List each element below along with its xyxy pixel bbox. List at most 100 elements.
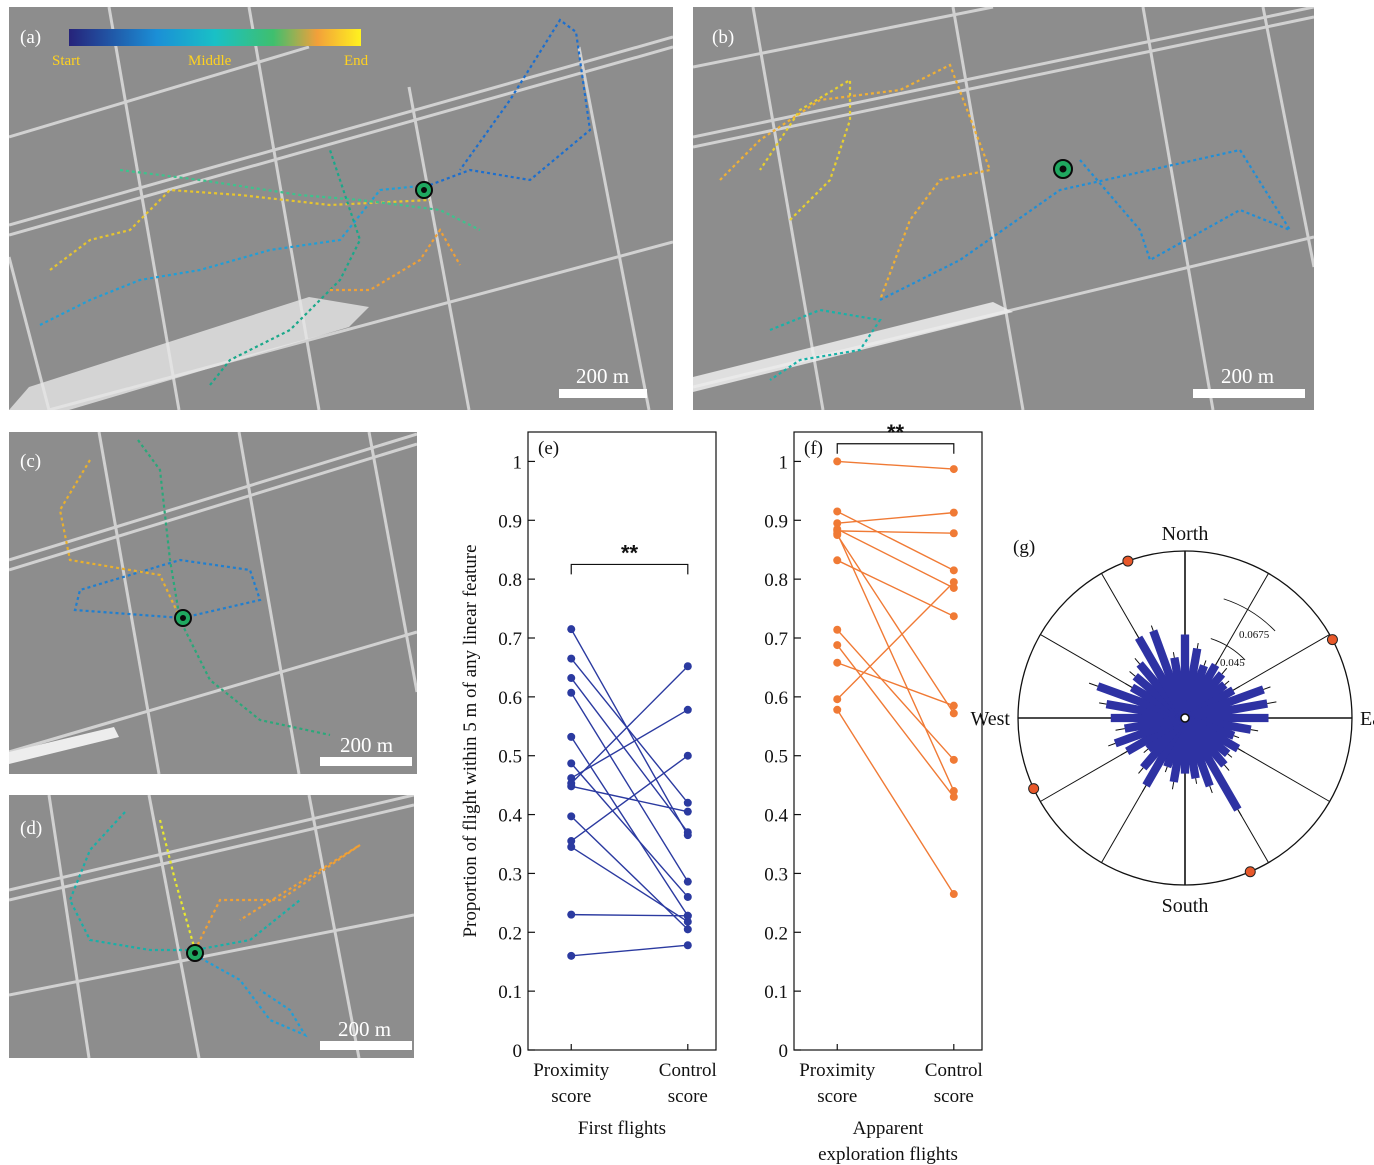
chart-f-ytick-label: 0.5 [764,747,788,768]
chart-e-point-proximity [567,951,576,960]
chart-e-xtick-label: score [551,1086,591,1107]
chart-e-xtick-label: Control [659,1060,717,1081]
chart-e-point-proximity [567,674,576,683]
chart-f-pair-line [836,528,955,589]
chart-f-significance-bracket [836,443,955,454]
chart-f-point-proximity [833,556,842,565]
chart-e-point-control [683,828,692,837]
chart-f-ytick-label: 0.6 [764,688,788,709]
rose-error-bar [1267,701,1277,704]
track-a-5 [209,149,362,386]
rose-label-south: South [1162,895,1209,917]
chart-e-pair-line [570,762,689,898]
chart-e-point-control [683,877,692,886]
rose-error-bar [1232,686,1240,691]
chart-e-point-proximity [567,732,576,741]
chart-f-pair-line [836,532,955,792]
chart-f-point-control [949,583,958,592]
map-a-graphic [9,7,673,410]
chart-e-point-proximity [567,782,576,791]
track-a-3 [49,188,431,271]
chart-e-ytick-label: 0.6 [498,688,522,709]
chart-e-frame [527,431,717,1051]
chart-f-point-control [949,566,958,575]
colorbar-start-label: Start [52,53,81,69]
chart-e-point-proximity [567,910,576,919]
rose-error-bar [1237,748,1245,753]
rose-ring-label: 0.0675 [1239,629,1270,641]
rose-error-bar [1223,764,1230,771]
chart-f-pair-line [836,662,955,707]
colorbar-end-label: End [344,53,369,69]
chart-f-point-proximity [833,705,842,714]
scale-label-a: 200 m [576,364,630,388]
track-d-2 [194,844,361,951]
chart-e-pair-line [570,846,689,923]
chart-e-significance-label: ** [621,540,639,565]
chart-f-point-proximity [833,695,842,704]
chart-e-pair-line [570,736,689,917]
chart-f-pair-line [836,709,955,895]
chart-e-point-control [683,911,692,920]
rose-error-bar [1138,767,1144,774]
panel-label-c: (c) [20,451,42,472]
chart-f-pair-line [837,530,954,534]
chart-f-point-proximity [833,507,842,516]
chart-e-point-control [683,751,692,760]
chart-e-pair-line [570,755,689,842]
rose-error-bar [1227,753,1233,758]
chart-f-point-control [949,787,958,796]
chart-e-xlabel: First flights [578,1118,666,1139]
map-panel-c [9,432,417,774]
track-c-3 [58,459,181,619]
track-d-1 [68,811,301,952]
chart-e-point-proximity [567,688,576,697]
colorbar [69,29,361,46]
chart-f-pair-line [836,581,955,700]
scale-bar-b [1193,389,1305,398]
chart-f-xlabel: exploration flights [818,1144,958,1165]
chart-e-pair-line [570,815,689,930]
chart-f-point-control [949,890,958,899]
chart-e-point-control [683,925,692,934]
rose-error-bar [1164,766,1168,773]
rose-marker [1326,634,1338,646]
chart-f-frame [793,431,983,1051]
rose-marker [1028,783,1040,795]
chart-e-panel-label: (e) [538,438,559,459]
chart-e-xtick-label: Proximity [533,1060,610,1081]
home-markers [174,159,1073,962]
panel-label-d: (d) [20,818,43,839]
chart-f-pair-line [836,559,955,617]
chart-e-point-control [683,807,692,816]
chart-e-pair-line [570,677,689,833]
chart-e-point-proximity [567,837,576,846]
chart-e-pair-line [570,709,689,779]
chart-f-point-proximity [833,457,842,466]
chart-f-xtick-label: Control [925,1060,983,1081]
chart-f-point-control [949,755,958,764]
panel-label-a: (a) [20,27,42,48]
chart-f-point-control [949,612,958,621]
chart-f-xtick-label: score [817,1086,857,1107]
flight-tracks [39,18,1293,1038]
rose-error-bar [1195,778,1198,784]
track-b-2 [759,78,852,221]
rose-marker [1244,866,1256,878]
chart-f-ytick-label: 0.9 [764,511,788,532]
chart-f-point-control [949,701,958,710]
rose-error-bar [1250,729,1259,732]
rose-label-east: East [1360,708,1374,730]
chart-e-point-proximity [567,625,576,634]
chart-f-ytick-label: 0 [779,1041,789,1062]
rose-error-bar [1099,702,1107,705]
chart-e-ytick-label: 0.7 [498,629,522,650]
chart-e-xtick-label: score [668,1086,708,1107]
chart-f-xtick-label: score [934,1086,974,1107]
rose-label-west: West [971,708,1011,730]
map-b-graphic [693,7,1314,410]
track-a-2 [429,18,592,187]
chart-e-point-control [683,892,692,901]
scale-label-c: 200 m [340,733,394,757]
